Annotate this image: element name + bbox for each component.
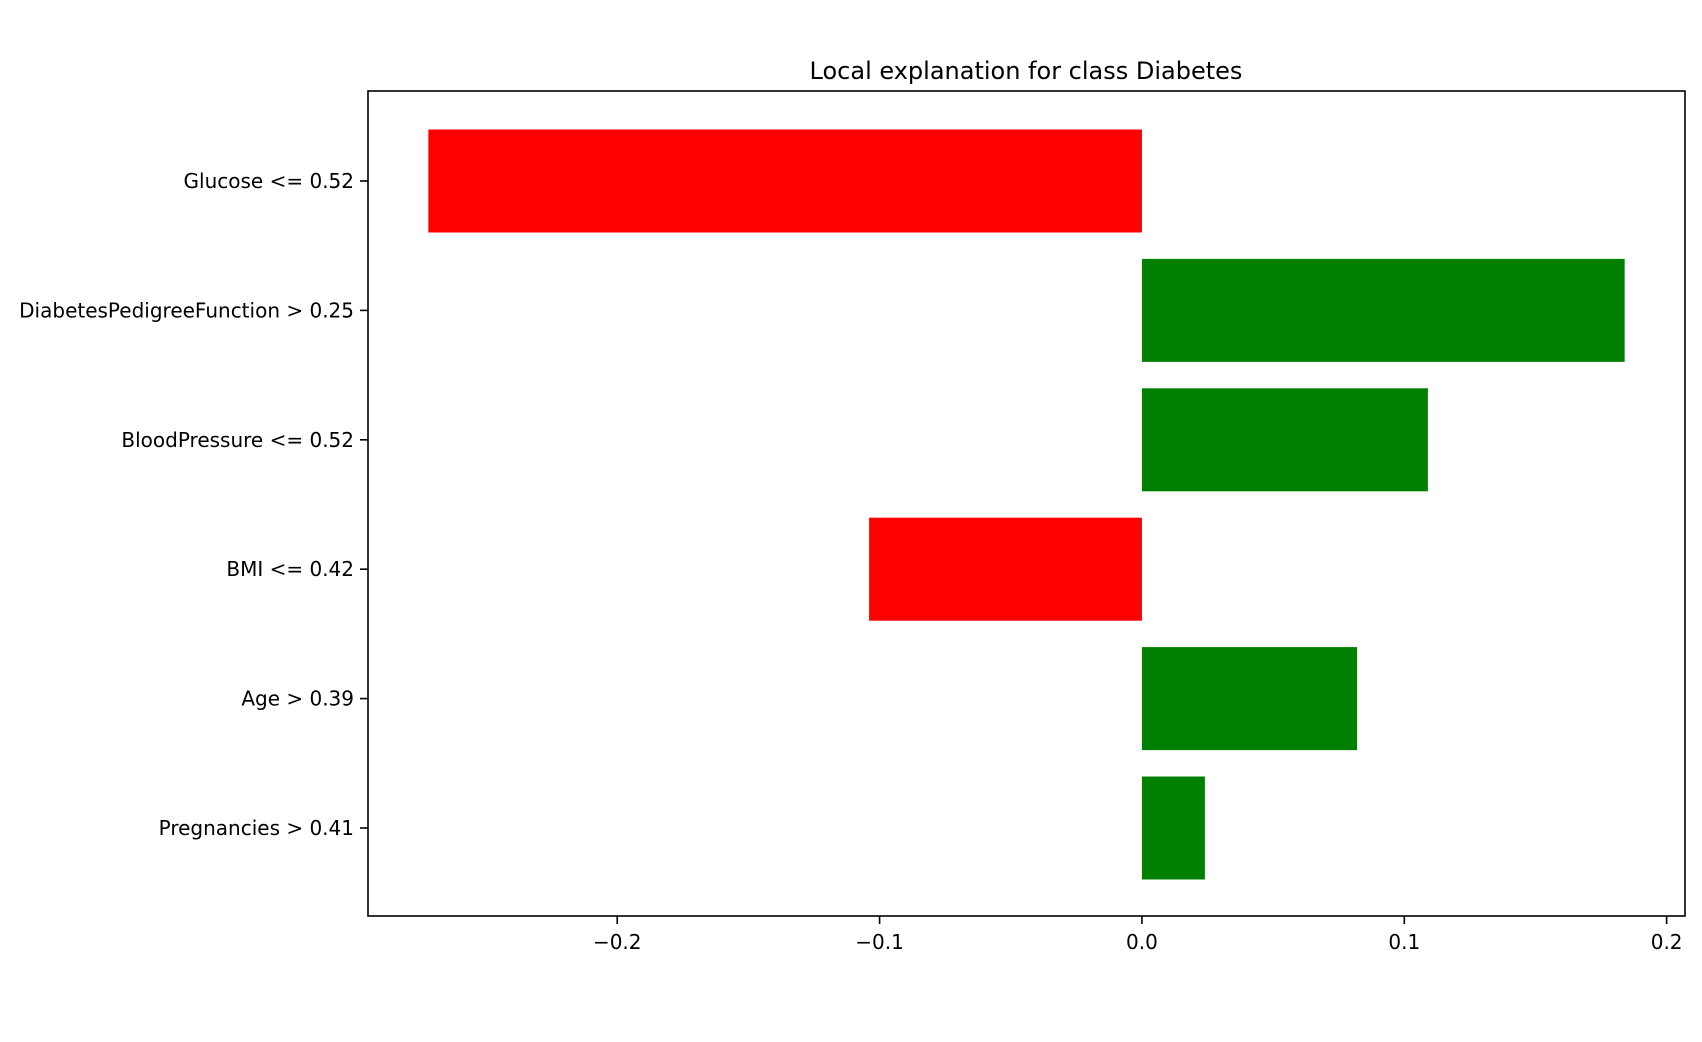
bar-5 — [1141, 776, 1205, 880]
x-tick-label-3: 0.1 — [1388, 930, 1420, 954]
x-tick-label-1: −0.1 — [855, 930, 904, 954]
y-tick-label-1: DiabetesPedigreeFunction > 0.25 — [19, 298, 354, 322]
x-tick-label-4: 0.2 — [1651, 930, 1683, 954]
y-tick-label-0: Glucose <= 0.52 — [184, 169, 354, 193]
bar-4 — [1141, 647, 1358, 751]
y-tick-label-3: BMI <= 0.42 — [226, 557, 354, 581]
bar-1 — [1141, 258, 1625, 362]
bars-group — [428, 129, 1625, 880]
x-tick-label-2: 0.0 — [1126, 930, 1158, 954]
x-axis: −0.2 −0.1 0.0 0.1 0.2 — [593, 916, 1683, 954]
x-tick-label-0: −0.2 — [593, 930, 642, 954]
chart-title: Local explanation for class Diabetes — [810, 57, 1243, 85]
y-axis: Glucose <= 0.52 DiabetesPedigreeFunction … — [19, 169, 368, 840]
bar-2 — [1141, 388, 1428, 492]
plot-frame — [367, 90, 1686, 917]
bar-0 — [428, 129, 1142, 233]
y-tick-label-4: Age > 0.39 — [241, 687, 354, 711]
y-tick-label-5: Pregnancies > 0.41 — [159, 816, 354, 840]
y-tick-label-2: BloodPressure <= 0.52 — [121, 428, 354, 452]
bar-3 — [869, 517, 1142, 621]
